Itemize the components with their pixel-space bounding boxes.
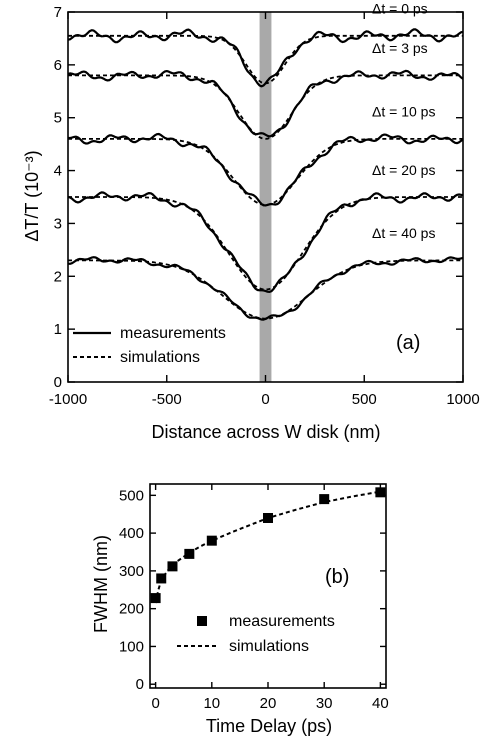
x-tick-label-b: 30: [316, 695, 333, 712]
y-tick-label-a: 6: [54, 57, 62, 74]
legend-measurements-swatch-b: [197, 616, 207, 626]
measurement-point-b: [184, 548, 195, 559]
simulation-curve-a: [68, 196, 463, 291]
measurement-curve-a: [67, 132, 464, 207]
measurement-curve-a: [67, 69, 464, 138]
series-curves-a: [67, 28, 464, 321]
shaded-band: [259, 12, 272, 382]
measurement-point-b: [263, 513, 273, 523]
y-tick-label-a: 2: [54, 268, 62, 285]
y-axis-label-b: FWHM (nm): [91, 535, 111, 633]
x-tick-label-a: 500: [352, 391, 377, 408]
x-tick-label-b: 10: [203, 695, 220, 712]
y-tick-label-b: 400: [119, 525, 144, 542]
x-tick-label-b: 0: [151, 695, 159, 712]
y-ticks-b: 0 100 200 300 400 500: [119, 487, 386, 693]
x-axis-label-a: Distance across W disk (nm): [151, 422, 380, 442]
measurement-curve-a: [67, 28, 464, 88]
y-tick-label-a: 4: [54, 163, 62, 180]
simulation-curve-b: [154, 490, 381, 604]
measurement-point-b: [206, 535, 217, 546]
panel-b: 0 10 20 30 40 0 100 200 300 400 500 FWHM (nm) Tim…: [91, 483, 389, 736]
series-label-a: Δt = 0 ps: [372, 1, 428, 17]
y-tick-label-b: 500: [119, 487, 144, 504]
simulation-curve-a: [68, 74, 463, 140]
measurement-point-b: [167, 561, 178, 572]
legend-measurements-label-b: measurements: [229, 613, 335, 630]
y-tick-label-a: 0: [54, 374, 62, 391]
legend-b: measurements simulations: [177, 613, 335, 655]
x-tick-label-a: 1000: [446, 391, 479, 408]
measurement-point-b: [156, 573, 167, 584]
simulation-curve-a: [68, 138, 463, 206]
y-ticks-a: 0 1 2 3 4 5 6 7: [54, 4, 463, 391]
x-ticks-a: -1000 -500 0 500 1000: [49, 12, 480, 408]
y-tick-label-a: 1: [54, 321, 62, 338]
measurement-curve-a: [67, 256, 464, 321]
panel-label-a: (a): [396, 332, 420, 354]
legend-measurements-label-a: measurements: [120, 325, 226, 342]
legend-simulations-label-a: simulations: [120, 349, 200, 366]
measurement-point-b: [150, 593, 161, 604]
y-tick-label-b: 100: [119, 638, 144, 655]
series-label-a: Δt = 10 ps: [372, 104, 435, 120]
x-tick-label-a: -1000: [49, 391, 87, 408]
y-tick-label-b: 200: [119, 601, 144, 618]
legend-a: measurements simulations: [73, 325, 226, 366]
panel-label-b: (b): [325, 566, 349, 588]
y-tick-label-b: 0: [136, 676, 144, 693]
y-tick-label-a: 3: [54, 215, 62, 232]
series-label-a: Δt = 40 ps: [372, 225, 435, 241]
y-tick-label-a: 7: [54, 4, 62, 21]
measurement-points-b: [150, 487, 386, 604]
series-label-a: Δt = 3 ps: [372, 40, 428, 56]
x-tick-label-a: -500: [152, 391, 182, 408]
y-tick-label-a: 5: [54, 110, 62, 127]
series-label-a: Δt = 20 ps: [372, 162, 435, 178]
measurement-point-b: [375, 487, 386, 498]
measurement-point-b: [319, 494, 330, 505]
x-tick-label-b: 40: [372, 695, 389, 712]
measurement-curve-a: [67, 191, 464, 293]
x-ticks-b: 0 10 20 30 40: [151, 484, 389, 712]
x-tick-label-a: 0: [261, 391, 269, 408]
x-tick-label-b: 20: [260, 695, 277, 712]
series-labels-a: Δt = 0 ps Δt = 3 ps Δt = 10 ps Δt = 20 ps Δt…: [372, 1, 435, 242]
y-axis-label-a: ΔT/T (10⁻³): [22, 150, 42, 241]
x-axis-label-b: Time Delay (ps): [206, 716, 332, 736]
y-tick-label-b: 300: [119, 563, 144, 580]
legend-simulations-label-b: simulations: [229, 638, 309, 655]
